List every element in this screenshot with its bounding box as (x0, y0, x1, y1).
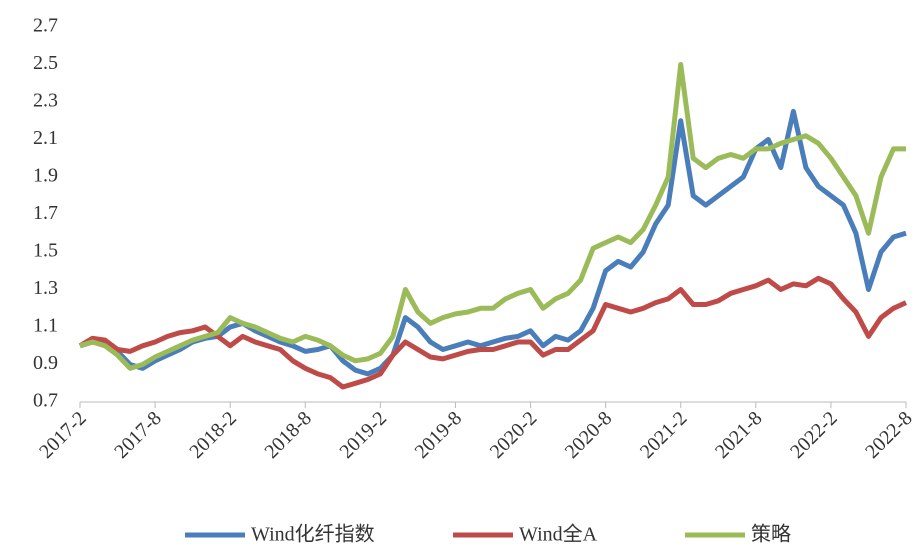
x-tick-label: 2020-8 (561, 407, 617, 463)
y-tick-label: 1.3 (33, 277, 58, 299)
y-tick-label: 1.1 (33, 315, 58, 337)
x-tick-label: 2021-2 (636, 407, 692, 463)
legend-label: Wind化纤指数 (251, 523, 375, 546)
x-tick-label: 2017-2 (35, 407, 91, 463)
y-tick-label: 2.3 (33, 90, 58, 112)
series-line (79, 62, 906, 371)
x-tick-label: 2018-2 (185, 407, 241, 463)
x-tick-label: 2017-8 (110, 407, 166, 463)
x-tick-label: 2019-8 (411, 407, 467, 463)
y-tick-label: 1.5 (33, 240, 58, 262)
legend-label: Wind全A (519, 523, 598, 546)
x-tick-label: 2022-8 (861, 407, 917, 463)
y-tick-label: 2.5 (33, 52, 58, 74)
series-line (78, 275, 908, 390)
y-tick-label: 0.7 (33, 390, 58, 412)
y-tick-label: 1.9 (33, 165, 58, 187)
x-tick-label: 2019-2 (336, 407, 392, 463)
x-tick-label: 2022-2 (786, 407, 842, 463)
x-tick-label: 2020-2 (486, 407, 542, 463)
legend-label: 策略 (751, 523, 791, 546)
x-tick-label: 2018-8 (260, 407, 316, 463)
x-tick-label: 2021-8 (711, 407, 767, 463)
y-tick-label: 2.1 (33, 127, 58, 149)
y-tick-label: 0.9 (33, 352, 58, 374)
y-tick-label: 1.7 (33, 202, 58, 224)
y-tick-label: 2.7 (33, 15, 58, 37)
